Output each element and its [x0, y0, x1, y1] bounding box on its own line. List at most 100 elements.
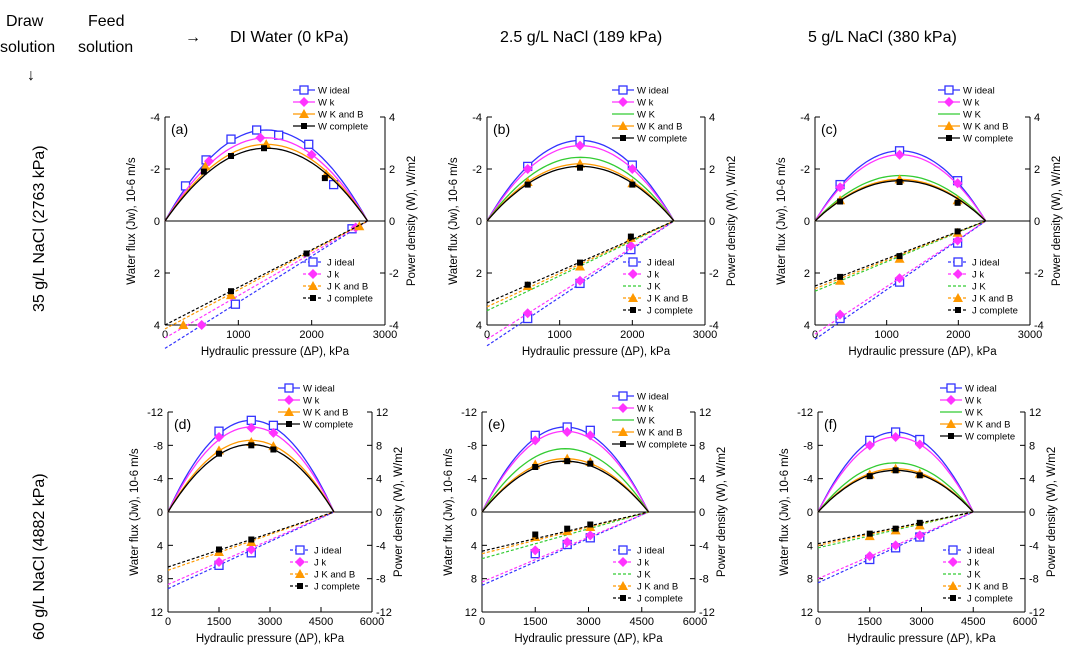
y-right-tick-label: 0: [376, 507, 382, 519]
legend-marker: [310, 295, 316, 301]
power-point-w-k: [575, 140, 586, 151]
legend-label: W K: [637, 416, 656, 427]
y-left-tick-label: 0: [804, 216, 810, 228]
y-left-tick-label: -4: [153, 474, 163, 486]
x-tick-label: 1500: [523, 616, 547, 628]
flux-point-j-k-and-b: [354, 221, 365, 231]
power-point-w-k: [894, 149, 905, 160]
x-tick-label: 6000: [360, 616, 384, 628]
legend-marker: [944, 121, 954, 130]
y-left-tick-label: 4: [154, 320, 160, 332]
y-left-tick-label: 12: [151, 607, 163, 619]
legend-marker: [946, 395, 956, 405]
legend-label: W ideal: [637, 86, 669, 97]
x-axis-title: Hydraulic pressure (ΔP), kPa: [201, 346, 350, 358]
legend-marker: [618, 391, 628, 401]
x-tick-label: 3000: [373, 329, 397, 341]
legend-label: J K: [967, 570, 981, 581]
y-left-tick-label: -4: [467, 474, 477, 486]
legend-marker: [308, 281, 318, 290]
x-axis-title: Hydraulic pressure (ΔP), kPa: [514, 633, 663, 645]
legend-marker: [295, 545, 305, 555]
chart-panel-e: -12 -8 -4 0 4 8 12 12 8 4 0 -4 -8 -12 0 1500 3000 4500 600…: [443, 391, 728, 645]
y-left-axis-title: Water flux (Jw), 10-6 m/s: [443, 448, 455, 576]
legend-marker: [618, 85, 628, 95]
power-curve-w-complete: [164, 147, 369, 222]
flux-point-j-complete: [577, 259, 584, 266]
x-tick-label: 3000: [1018, 329, 1042, 341]
flux-point-j-k: [864, 551, 875, 562]
y-left-axis-title: Water flux (Jw), 10-6 m/s: [448, 157, 460, 285]
power-curve-w-ideal: [481, 426, 650, 513]
y-left-tick-label: 0: [154, 216, 160, 228]
legend-label: W complete: [637, 440, 687, 451]
power-curve-w-ideal: [167, 419, 335, 513]
x-tick-label: 6000: [683, 616, 707, 628]
legend-label: J K and B: [647, 294, 688, 305]
power-curve-w-complete: [817, 469, 974, 513]
y-right-tick-label: 8: [699, 440, 705, 452]
legend-label: W complete: [637, 134, 687, 145]
legend-label: J K: [972, 282, 986, 293]
flux-point-j-k-and-b: [575, 261, 586, 271]
legend-marker: [620, 595, 626, 601]
power-point-w-k-and-b: [200, 161, 211, 171]
y-left-axis-title: Water flux (Jw), 10-6 m/s: [779, 448, 791, 576]
flux-point-j-complete: [627, 233, 634, 240]
power-point-w-ideal: [252, 125, 262, 135]
power-curve-w-ideal: [164, 129, 369, 222]
legend-marker: [944, 85, 954, 95]
legend-marker: [948, 545, 958, 555]
y-left-tick-label: 8: [157, 574, 163, 586]
legend-label: W k: [965, 396, 982, 407]
legend-label: J K: [637, 570, 651, 581]
power-point-w-complete: [228, 153, 234, 159]
x-tick-label: 4500: [961, 616, 985, 628]
power-curve-w-k: [481, 448, 650, 513]
x-tick-label: 3000: [909, 616, 933, 628]
legend-label: J K and B: [967, 582, 1008, 593]
legend-label: W k: [303, 396, 320, 407]
flux-point-j-k: [914, 530, 925, 541]
legend-marker: [284, 407, 294, 416]
y-left-tick-label: -12: [147, 407, 163, 419]
power-point-w-complete: [896, 179, 903, 185]
power-curve-w-k: [164, 137, 369, 222]
y-right-tick-label: 8: [1029, 440, 1035, 452]
panel-label: (c): [821, 121, 837, 137]
legend-label: J complete: [314, 582, 360, 593]
x-tick-label: 1500: [858, 616, 882, 628]
y-right-tick-label: -8: [699, 574, 709, 586]
feed-solution-label-line2: solution: [78, 39, 133, 56]
x-tick-label: 0: [165, 616, 171, 628]
y-left-tick-label: 4: [471, 540, 477, 552]
y-left-tick-label: 2: [476, 268, 482, 280]
flux-point-j-complete: [532, 531, 539, 538]
y-left-tick-label: 0: [157, 507, 163, 519]
legend-label: J ideal: [647, 258, 674, 269]
y-left-tick-label: 8: [807, 574, 813, 586]
arrow-down-icon: ↓: [27, 67, 35, 84]
power-point-w-k: [835, 182, 846, 193]
y-left-tick-label: 2: [804, 268, 810, 280]
column-header-2: 2.5 g/L NaCl (189 kPa): [500, 29, 662, 46]
legend-label: J K and B: [314, 570, 355, 581]
y-right-tick-label: -12: [699, 607, 715, 619]
power-curve-w-complete: [486, 165, 675, 222]
flux-point-j-k-and-b: [178, 320, 189, 329]
power-point-w-k: [246, 422, 257, 433]
y-left-tick-label: -2: [472, 164, 482, 176]
legend-label: J k: [327, 270, 339, 281]
legend-marker: [946, 383, 956, 393]
flux-point-j-complete: [916, 519, 923, 526]
flux-point-j-complete: [216, 546, 222, 553]
y-right-tick-label: 12: [699, 407, 711, 419]
power-point-w-k: [585, 430, 596, 441]
y-right-axis-title: Power density (W), W/m2: [1046, 447, 1058, 577]
power-point-w-k: [268, 427, 279, 438]
legend-label: W K and B: [318, 110, 363, 121]
y-right-axis-title: Power density (W), W/m2: [1051, 156, 1063, 286]
y-left-tick-label: 4: [807, 540, 813, 552]
legend-marker: [297, 583, 303, 589]
power-point-w-complete: [524, 181, 531, 188]
